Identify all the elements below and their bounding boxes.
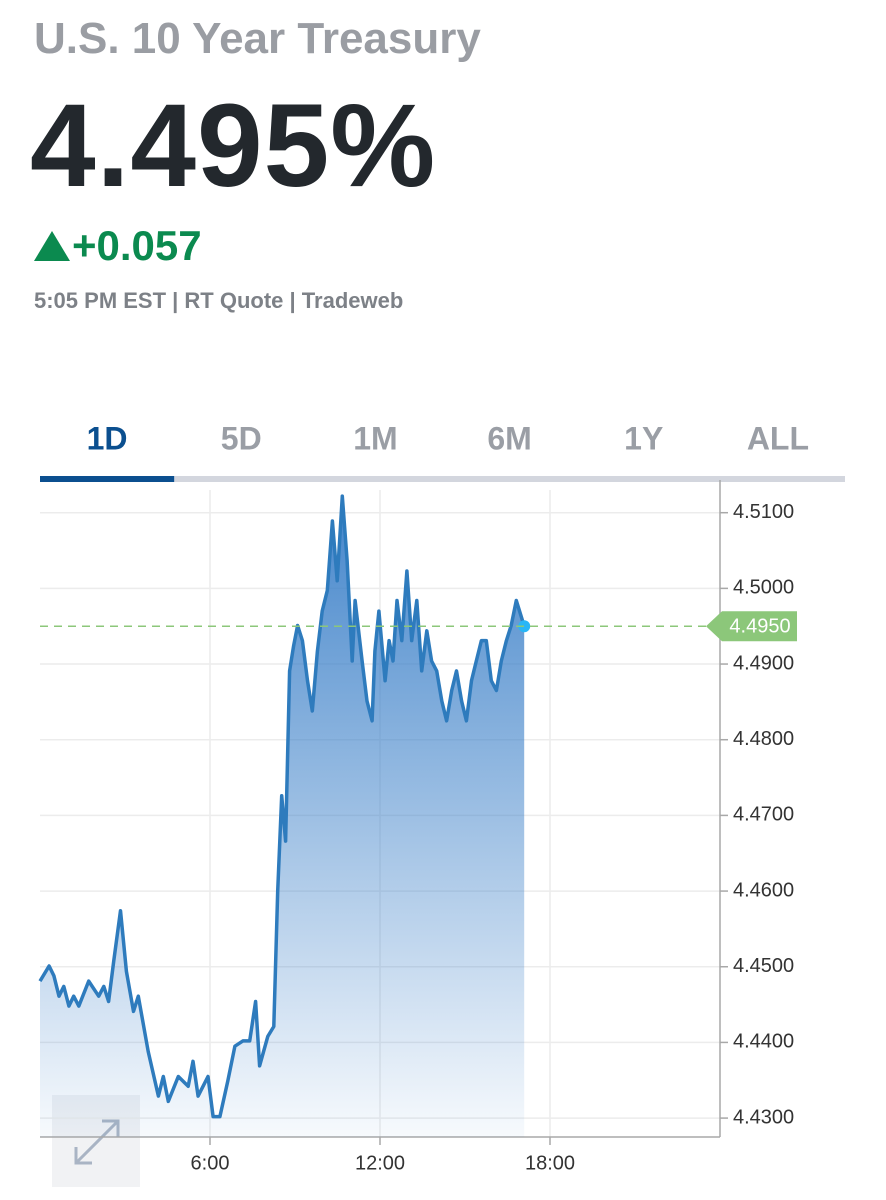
- current-label: 4.4950: [729, 615, 790, 637]
- y-tick-label: 4.5100: [733, 501, 794, 523]
- y-tick-label: 4.4700: [733, 804, 794, 826]
- change-row: +0.057: [34, 222, 202, 270]
- x-tick-label: 6:00: [191, 1152, 230, 1174]
- y-tick-label: 4.5000: [733, 577, 794, 599]
- y-tick-label: 4.4900: [733, 652, 794, 674]
- tab-indicator: [40, 476, 175, 482]
- x-tick-label: 12:00: [355, 1152, 405, 1174]
- line: [38, 494, 526, 1119]
- y-tick-label: 4.4600: [733, 879, 794, 901]
- last-point: [518, 620, 531, 633]
- tab[interactable]: 1D: [87, 420, 128, 456]
- y-tick-label: 4.4500: [733, 955, 794, 977]
- y-tick-label: 4.4800: [733, 728, 794, 750]
- tab-track: [40, 476, 845, 482]
- tab[interactable]: 1M: [353, 420, 397, 456]
- tab[interactable]: ALL: [747, 420, 809, 456]
- instrument-title: U.S. 10 Year Treasury: [34, 14, 481, 63]
- y-tick-label: 4.4300: [733, 1106, 794, 1128]
- x-tick-label: 18:00: [525, 1152, 575, 1174]
- current-tag: [706, 611, 797, 642]
- tab[interactable]: 1Y: [624, 420, 663, 456]
- tab[interactable]: 5D: [221, 420, 262, 456]
- change: +0.057: [72, 222, 202, 269]
- quote-info: 5:05 PM EST | RT Quote | Tradeweb: [34, 288, 404, 313]
- up-arrow: [34, 231, 70, 261]
- tab[interactable]: 6M: [487, 420, 531, 456]
- y-tick-label: 4.4400: [733, 1031, 794, 1053]
- price: 4.495%: [30, 80, 437, 212]
